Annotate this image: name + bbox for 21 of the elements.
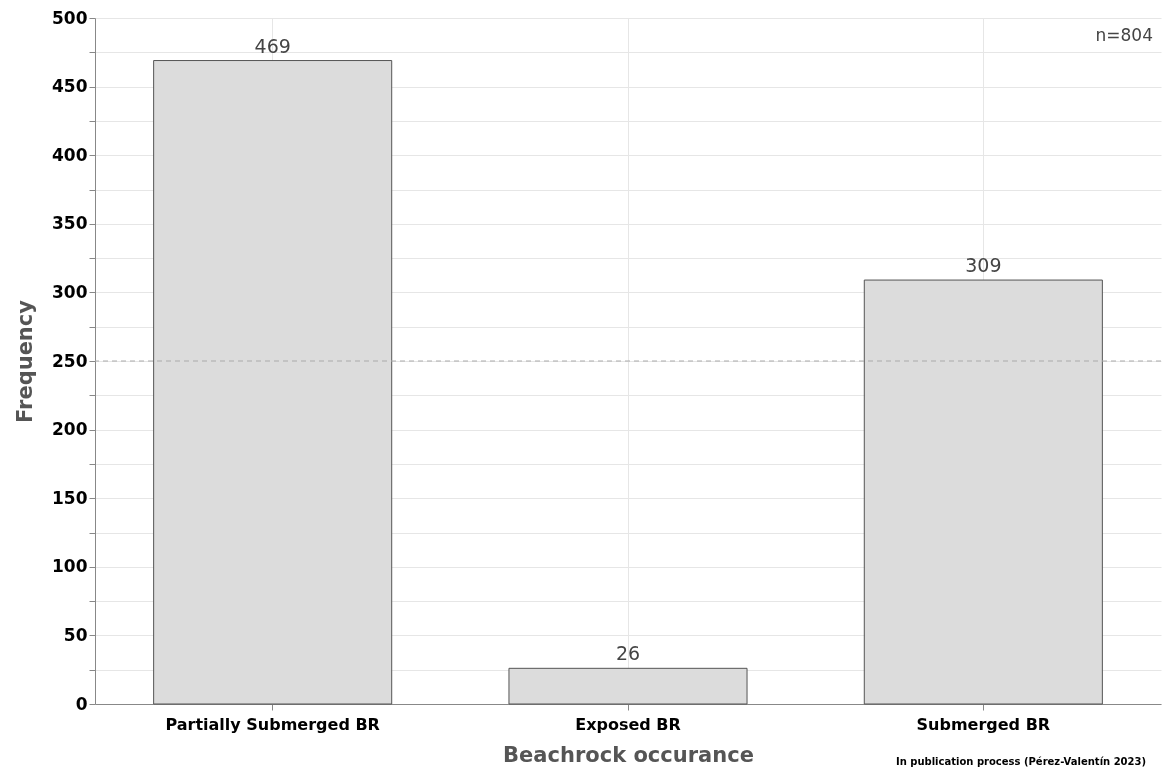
x-axis-title: Beachrock occurance (503, 742, 754, 767)
y-tick-label: 450 (52, 76, 88, 97)
y-tick-label: 400 (52, 144, 88, 165)
y-axis-title: Frequency (13, 299, 38, 423)
data-label: 309 (965, 254, 1002, 277)
x-tick-label: Submerged BR (916, 714, 1051, 734)
y-tick-label: 0 (75, 693, 88, 714)
annotation: n=804 (1095, 25, 1153, 45)
x-tick-label: Partially Submerged BR (165, 714, 380, 734)
y-tick-label: 250 (52, 350, 88, 371)
y-tick-label: 300 (52, 281, 88, 302)
y-tick-label: 100 (52, 556, 88, 577)
y-tick-label: 500 (52, 7, 88, 28)
y-tick-label: 50 (63, 624, 88, 645)
y-tick-label: 150 (52, 487, 88, 508)
data-label: 26 (615, 642, 641, 665)
y-tick-label: 200 (52, 419, 88, 440)
text: In publication process (Pérez-Valentín 2023) (895, 756, 1147, 767)
y-tick-label: 350 (52, 213, 88, 234)
x-tick-label: Exposed BR (575, 714, 681, 734)
data-label: 469 (254, 34, 291, 57)
